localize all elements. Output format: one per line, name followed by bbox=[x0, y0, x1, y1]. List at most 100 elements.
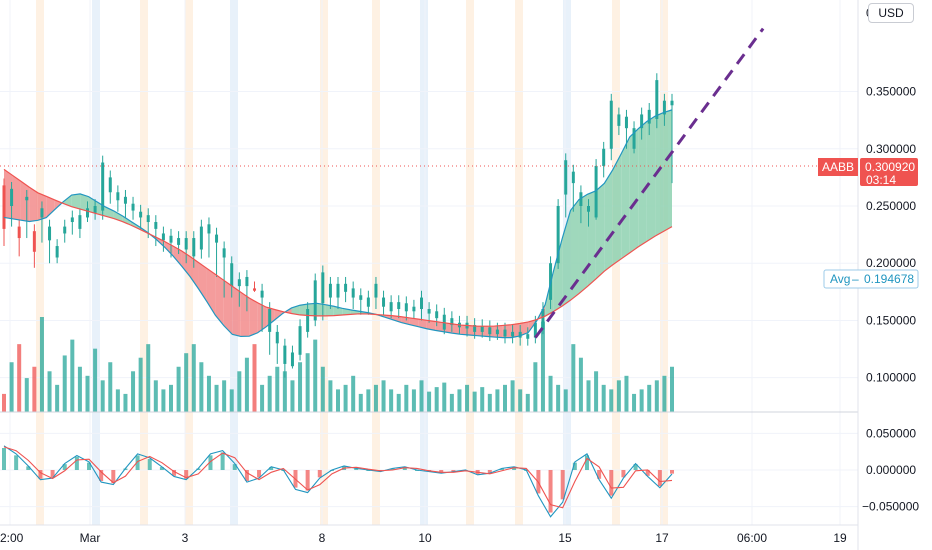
candle-body bbox=[215, 234, 219, 243]
candle-body bbox=[594, 165, 598, 218]
price-axis[interactable]: 0.350000 0.300000 0.250000 0.200000 0.150000… bbox=[866, 6, 916, 385]
oscillator-bar bbox=[439, 470, 444, 473]
volume-bar bbox=[169, 384, 173, 412]
last-price-tag: AABB 0.300920 03:14 bbox=[818, 158, 918, 187]
volume-bar bbox=[533, 362, 538, 412]
oscillator-bar bbox=[657, 470, 662, 487]
candle-body bbox=[579, 192, 583, 206]
oscillator-bar bbox=[317, 470, 322, 478]
volume-bar bbox=[480, 387, 485, 412]
volume-bar bbox=[77, 366, 82, 412]
oscillator-bar bbox=[172, 470, 177, 476]
cloud-segment bbox=[655, 112, 664, 237]
cloud-segment bbox=[392, 315, 402, 323]
signal-line bbox=[3, 446, 673, 509]
oscillator-bar bbox=[670, 470, 674, 474]
macd-line bbox=[3, 445, 673, 518]
candle-body bbox=[199, 226, 203, 250]
volume-bar bbox=[260, 384, 265, 412]
cloud-segment bbox=[12, 175, 21, 221]
candle-body bbox=[17, 226, 21, 239]
session-band bbox=[420, 0, 428, 525]
volume-bar bbox=[191, 344, 196, 412]
candle-body bbox=[275, 331, 279, 344]
oscillator-bar bbox=[402, 467, 407, 470]
cloud-segment bbox=[663, 109, 672, 232]
volume-bar bbox=[411, 389, 416, 412]
oscillator-bar bbox=[572, 462, 577, 470]
candle-body bbox=[306, 309, 310, 332]
candle-body bbox=[382, 297, 386, 307]
oscillator-bar bbox=[354, 468, 359, 470]
oscillator-bar bbox=[305, 470, 310, 491]
candle-body bbox=[40, 208, 44, 218]
candlesticks[interactable] bbox=[2, 73, 674, 378]
volume-bar bbox=[449, 393, 454, 412]
oscillator-bar bbox=[512, 467, 517, 470]
oscillator-bar bbox=[560, 470, 565, 500]
cloud-segment bbox=[638, 121, 647, 247]
candle-body bbox=[245, 276, 249, 287]
candle-body bbox=[230, 263, 234, 287]
oscillator-bar bbox=[14, 455, 19, 470]
time-tick-label: 06:00 bbox=[737, 531, 767, 545]
session-band bbox=[140, 0, 148, 525]
candle-body bbox=[237, 279, 241, 287]
cloud-segment bbox=[443, 322, 453, 334]
session-band bbox=[466, 0, 474, 525]
candle-body bbox=[131, 203, 135, 211]
volume-bar bbox=[525, 393, 530, 412]
last-price-value: 0.300920 bbox=[865, 160, 915, 174]
volume-bar bbox=[639, 389, 644, 412]
volume-bar bbox=[237, 371, 242, 412]
cloud-segment bbox=[570, 199, 579, 301]
candle-body bbox=[298, 326, 302, 355]
cloud-segment bbox=[173, 246, 182, 266]
cloud-segment bbox=[190, 256, 199, 289]
volume-bar bbox=[108, 362, 113, 412]
candle-body bbox=[55, 246, 59, 258]
oscillator-bar bbox=[62, 464, 67, 470]
cloud-segment bbox=[249, 298, 258, 337]
oscillator-bar bbox=[99, 470, 104, 481]
volume-bar bbox=[229, 389, 234, 412]
oscillator-tick-label: 0.000000 bbox=[866, 463, 916, 477]
cloud-segment bbox=[418, 319, 427, 329]
candle-body bbox=[374, 283, 378, 298]
session-band bbox=[320, 0, 328, 525]
cloud-segment bbox=[181, 250, 191, 277]
currency-button[interactable]: USD bbox=[868, 3, 914, 23]
candle-body bbox=[351, 288, 355, 298]
candle-body bbox=[397, 302, 401, 309]
candle-body bbox=[662, 100, 666, 115]
volume-bar bbox=[39, 317, 44, 412]
oscillator-axis[interactable]: 0.050000 0.000000 −0.050000 bbox=[862, 426, 919, 513]
candle-body bbox=[480, 326, 484, 332]
volume-bar bbox=[518, 389, 523, 412]
volume-bar bbox=[55, 384, 60, 412]
candle-body bbox=[473, 325, 477, 332]
volume-bar bbox=[222, 380, 227, 412]
cloud-segment bbox=[325, 304, 334, 316]
volume-bar bbox=[47, 371, 52, 412]
cloud-segment bbox=[604, 169, 613, 272]
cloud-segment bbox=[122, 215, 131, 226]
candle-body bbox=[207, 224, 211, 234]
session-band bbox=[92, 0, 100, 525]
volume-bar bbox=[290, 380, 295, 412]
trendline[interactable] bbox=[534, 27, 765, 339]
volume-bar bbox=[17, 344, 22, 412]
volume-bar bbox=[381, 380, 386, 412]
candle-body bbox=[70, 217, 74, 223]
candle-body bbox=[328, 283, 332, 298]
oscillator-bar bbox=[257, 470, 262, 478]
candle-body bbox=[495, 329, 499, 335]
time-axis[interactable]: 2:00 Mar 3 8 10 15 17 06:00 19 bbox=[0, 531, 847, 545]
candle-body bbox=[253, 288, 256, 291]
candle-body bbox=[139, 211, 143, 218]
candle-body bbox=[154, 222, 158, 229]
moving-average-lines bbox=[3, 109, 673, 339]
candle-body bbox=[359, 295, 363, 300]
price-tick-label: 0.150000 bbox=[866, 313, 916, 327]
